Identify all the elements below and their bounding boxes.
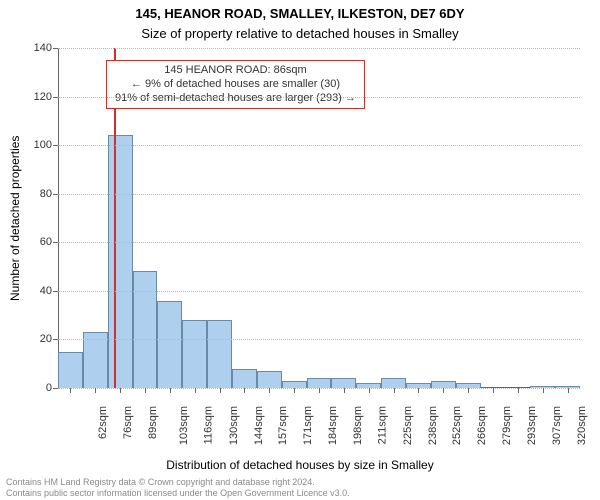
x-tick	[443, 388, 444, 393]
chart-title-line1: 145, HEANOR ROAD, SMALLEY, ILKESTON, DE7…	[0, 6, 600, 21]
x-tick	[369, 388, 370, 393]
x-tick	[394, 388, 395, 393]
x-axis-label: Distribution of detached houses by size …	[0, 458, 600, 472]
y-tick	[53, 97, 58, 98]
x-tick-label: 157sqm	[278, 406, 290, 445]
x-tick-label: 116sqm	[202, 406, 214, 444]
plot-area: 145 HEANOR ROAD: 86sqm← 9% of detached h…	[58, 48, 580, 388]
gridline	[58, 48, 580, 49]
bar	[207, 320, 232, 388]
bar	[58, 352, 83, 388]
x-tick	[418, 388, 419, 393]
annotation-box: 145 HEANOR ROAD: 86sqm← 9% of detached h…	[106, 60, 365, 109]
y-tick-label: 60	[40, 236, 52, 248]
y-tick	[53, 339, 58, 340]
y-tick	[53, 194, 58, 195]
x-tick	[518, 388, 519, 393]
x-tick-label: 320sqm	[576, 406, 588, 445]
gridline	[58, 194, 580, 195]
gridline	[58, 242, 580, 243]
y-tick-label: 120	[34, 91, 52, 103]
gridline	[58, 291, 580, 292]
annotation-line: 145 HEANOR ROAD: 86sqm	[115, 64, 356, 78]
y-tick	[53, 388, 58, 389]
x-tick-label: 89sqm	[147, 406, 159, 439]
x-tick	[269, 388, 270, 393]
x-tick-label: 211sqm	[376, 406, 388, 444]
y-tick	[53, 291, 58, 292]
bar	[232, 369, 257, 388]
x-tick	[195, 388, 196, 393]
footer-line1: Contains HM Land Registry data © Crown c…	[6, 477, 350, 487]
chart-title-line2: Size of property relative to detached ho…	[0, 26, 600, 41]
x-tick	[468, 388, 469, 393]
x-tick-label: 144sqm	[253, 406, 265, 445]
bar	[381, 378, 406, 388]
footer-line2: Contains public sector information licen…	[6, 488, 350, 498]
x-tick-label: 307sqm	[551, 406, 563, 445]
annotation-line: 91% of semi-detached houses are larger (…	[115, 92, 356, 106]
x-tick	[244, 388, 245, 393]
footer-attribution: Contains HM Land Registry data © Crown c…	[6, 477, 350, 498]
y-tick-label: 0	[46, 382, 52, 394]
bar	[83, 332, 108, 388]
y-tick-label: 80	[40, 188, 52, 200]
x-tick-label: 184sqm	[327, 406, 339, 445]
x-tick	[294, 388, 295, 393]
x-tick	[70, 388, 71, 393]
x-tick-label: 266sqm	[476, 406, 488, 445]
y-tick	[53, 48, 58, 49]
x-tick-label: 171sqm	[302, 406, 314, 445]
x-tick-label: 76sqm	[122, 406, 134, 439]
x-tick-label: 225sqm	[402, 406, 414, 445]
gridline	[58, 97, 580, 98]
x-tick	[220, 388, 221, 393]
y-tick-label: 20	[40, 333, 52, 345]
x-tick	[120, 388, 121, 393]
x-tick-label: 279sqm	[501, 406, 513, 445]
y-tick	[53, 242, 58, 243]
gridline	[58, 145, 580, 146]
bar	[108, 135, 133, 388]
annotation-line: ← 9% of detached houses are smaller (30)	[115, 78, 356, 92]
y-tick-label: 140	[34, 42, 52, 54]
y-tick-label: 100	[34, 139, 52, 151]
x-tick	[95, 388, 96, 393]
x-tick	[319, 388, 320, 393]
y-tick	[53, 145, 58, 146]
x-tick-label: 252sqm	[452, 406, 464, 445]
x-tick-label: 103sqm	[178, 406, 190, 445]
x-tick-label: 293sqm	[526, 406, 538, 445]
bar	[431, 381, 456, 388]
bar	[257, 371, 282, 388]
x-tick	[493, 388, 494, 393]
x-tick	[568, 388, 569, 393]
y-tick-label: 40	[40, 285, 52, 297]
x-tick	[170, 388, 171, 393]
bar	[182, 320, 207, 388]
y-axis-label: Number of detached properties	[8, 135, 22, 300]
bar	[133, 271, 158, 388]
x-tick	[145, 388, 146, 393]
x-tick-label: 198sqm	[352, 406, 364, 445]
x-tick-label: 130sqm	[228, 406, 240, 445]
bar	[157, 301, 182, 388]
gridline	[58, 339, 580, 340]
x-tick-label: 238sqm	[427, 406, 439, 445]
x-tick	[344, 388, 345, 393]
bar	[282, 381, 307, 388]
bar	[307, 378, 332, 388]
x-tick	[543, 388, 544, 393]
x-tick-label: 62sqm	[97, 406, 109, 439]
bar	[331, 378, 356, 388]
